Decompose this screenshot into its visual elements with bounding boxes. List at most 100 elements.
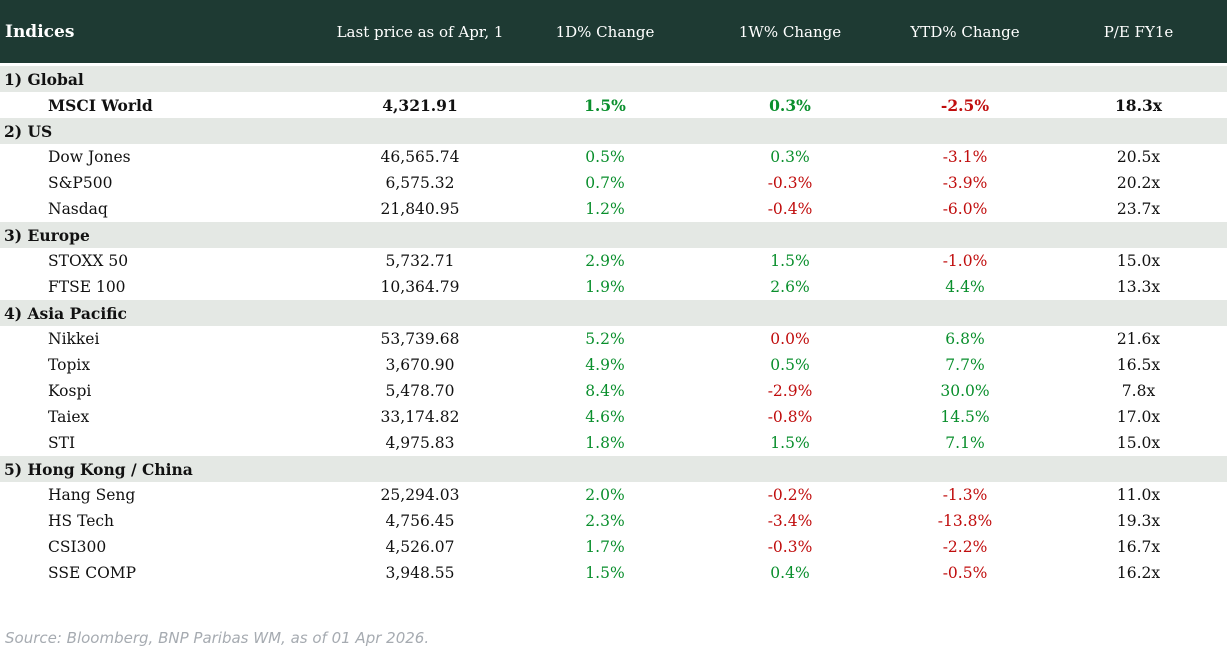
- 1d-change-cell: 8.4%: [585, 382, 625, 400]
- last-price-cell: 5,478.70: [385, 382, 455, 400]
- pe-cell: 19.3x: [1116, 512, 1161, 530]
- 1w-change-cell: 0.3%: [769, 95, 811, 115]
- ytd-change-cell: -1.3%: [942, 486, 988, 504]
- index-name-cell: SSE COMP: [48, 564, 137, 582]
- 1w-change-cell: -0.2%: [767, 486, 813, 504]
- 1d-change-cell: 1.2%: [585, 200, 625, 218]
- ytd-change-cell: -3.9%: [942, 174, 988, 192]
- last-price-cell: 6,575.32: [385, 174, 455, 192]
- 1w-change-cell: -0.3%: [767, 538, 813, 556]
- index-name-cell: Nikkei: [48, 330, 100, 348]
- index-row: STOXX 50 5,732.71 2.9% 1.5% -1.0% 15.0x: [0, 248, 1227, 274]
- ytd-change-cell: -1.0%: [942, 252, 988, 270]
- index-row: HS Tech 4,756.45 2.3% -3.4% -13.8% 19.3x: [0, 508, 1227, 534]
- section-label: 3) Europe: [4, 225, 90, 245]
- pe-cell: 23.7x: [1116, 200, 1161, 218]
- 1w-change-cell: -2.9%: [767, 382, 813, 400]
- index-row: Dow Jones 46,565.74 0.5% 0.3% -3.1% 20.5x: [0, 144, 1227, 170]
- 1d-change-cell: 1.8%: [585, 434, 625, 452]
- table-body: 1) Global MSCI World 4,321.91 1.5% 0.3% -2.5%…: [0, 66, 1227, 586]
- 1w-change-cell: 1.5%: [770, 252, 810, 270]
- index-name-cell: Dow Jones: [48, 148, 131, 166]
- index-row: Kospi 5,478.70 8.4% -2.9% 30.0% 7.8x: [0, 378, 1227, 404]
- pe-cell: 13.3x: [1116, 278, 1161, 296]
- 1w-change-cell: 0.5%: [770, 356, 810, 374]
- index-name-cell: Nasdaq: [48, 200, 108, 218]
- 1w-change-cell: -3.4%: [767, 512, 813, 530]
- index-name-cell: MSCI World: [48, 95, 153, 115]
- pe-cell: 15.0x: [1116, 434, 1161, 452]
- index-row: MSCI World 4,321.91 1.5% 0.3% -2.5% 18.3x: [0, 92, 1227, 118]
- last-price-cell: 10,364.79: [380, 278, 460, 296]
- 1w-change-cell: -0.4%: [767, 200, 813, 218]
- ytd-change-cell: -0.5%: [942, 564, 988, 582]
- ytd-change-cell: -2.2%: [942, 538, 988, 556]
- col-header-1w-change: 1W% Change: [738, 22, 842, 41]
- 1d-change-cell: 4.9%: [585, 356, 625, 374]
- section-label: 2) US: [4, 121, 53, 141]
- 1d-change-cell: 1.7%: [585, 538, 625, 556]
- table-header-row: Indices Last price as of Apr, 1 1D% Chan…: [0, 0, 1227, 63]
- section-row: 2) US: [0, 118, 1227, 144]
- index-name-cell: FTSE 100: [48, 278, 126, 296]
- pe-cell: 20.2x: [1116, 174, 1161, 192]
- 1d-change-cell: 2.9%: [585, 252, 625, 270]
- index-name-cell: HS Tech: [48, 512, 115, 530]
- index-row: S&P500 6,575.32 0.7% -0.3% -3.9% 20.2x: [0, 170, 1227, 196]
- col-header-last-price: Last price as of Apr, 1: [336, 22, 504, 41]
- section-label: 4) Asia Pacific: [4, 303, 127, 323]
- col-header-pe-fy1e: P/E FY1e: [1103, 22, 1174, 41]
- 1w-change-cell: 1.5%: [770, 434, 810, 452]
- ytd-change-cell: 7.7%: [945, 356, 985, 374]
- index-row: Topix 3,670.90 4.9% 0.5% 7.7% 16.5x: [0, 352, 1227, 378]
- section-label: 5) Hong Kong / China: [4, 459, 193, 479]
- pe-cell: 16.5x: [1116, 356, 1161, 374]
- pe-cell: 17.0x: [1116, 408, 1161, 426]
- index-name-cell: Hang Seng: [48, 486, 136, 504]
- last-price-cell: 4,526.07: [385, 538, 455, 556]
- ytd-change-cell: 4.4%: [945, 278, 985, 296]
- pe-cell: 18.3x: [1115, 95, 1162, 115]
- ytd-change-cell: 7.1%: [945, 434, 985, 452]
- index-name-cell: CSI300: [48, 538, 107, 556]
- col-header-1d-change: 1D% Change: [555, 22, 655, 41]
- last-price-cell: 25,294.03: [380, 486, 460, 504]
- ytd-change-cell: -3.1%: [942, 148, 988, 166]
- 1w-change-cell: 0.0%: [770, 330, 810, 348]
- last-price-cell: 4,975.83: [385, 434, 455, 452]
- 1d-change-cell: 2.0%: [585, 486, 625, 504]
- pe-cell: 16.2x: [1116, 564, 1161, 582]
- index-row: CSI300 4,526.07 1.7% -0.3% -2.2% 16.7x: [0, 534, 1227, 560]
- section-row: 3) Europe: [0, 222, 1227, 248]
- last-price-cell: 4,756.45: [385, 512, 455, 530]
- pe-cell: 20.5x: [1116, 148, 1161, 166]
- index-row: FTSE 100 10,364.79 1.9% 2.6% 4.4% 13.3x: [0, 274, 1227, 300]
- ytd-change-cell: 14.5%: [940, 408, 990, 426]
- section-label: 1) Global: [4, 69, 84, 89]
- 1d-change-cell: 1.5%: [584, 95, 626, 115]
- last-price-cell: 4,321.91: [382, 95, 458, 115]
- 1d-change-cell: 5.2%: [585, 330, 625, 348]
- 1d-change-cell: 1.5%: [585, 564, 625, 582]
- source-note: Source: Bloomberg, BNP Paribas WM, as of…: [5, 629, 430, 647]
- last-price-cell: 3,670.90: [385, 356, 455, 374]
- 1w-change-cell: 2.6%: [770, 278, 810, 296]
- pe-cell: 15.0x: [1116, 252, 1161, 270]
- section-row: 1) Global: [0, 66, 1227, 92]
- last-price-cell: 3,948.55: [385, 564, 455, 582]
- pe-cell: 16.7x: [1116, 538, 1161, 556]
- index-name-cell: STI: [48, 434, 76, 452]
- last-price-cell: 53,739.68: [380, 330, 460, 348]
- index-row: Hang Seng 25,294.03 2.0% -0.2% -1.3% 11.0x: [0, 482, 1227, 508]
- 1d-change-cell: 2.3%: [585, 512, 625, 530]
- index-name-cell: Taiex: [48, 408, 90, 426]
- table-title: Indices: [5, 21, 75, 42]
- index-name-cell: Kospi: [48, 382, 92, 400]
- index-row: STI 4,975.83 1.8% 1.5% 7.1% 15.0x: [0, 430, 1227, 456]
- 1d-change-cell: 4.6%: [585, 408, 625, 426]
- section-row: 4) Asia Pacific: [0, 300, 1227, 326]
- ytd-change-cell: -6.0%: [942, 200, 988, 218]
- pe-cell: 21.6x: [1116, 330, 1161, 348]
- 1w-change-cell: -0.3%: [767, 174, 813, 192]
